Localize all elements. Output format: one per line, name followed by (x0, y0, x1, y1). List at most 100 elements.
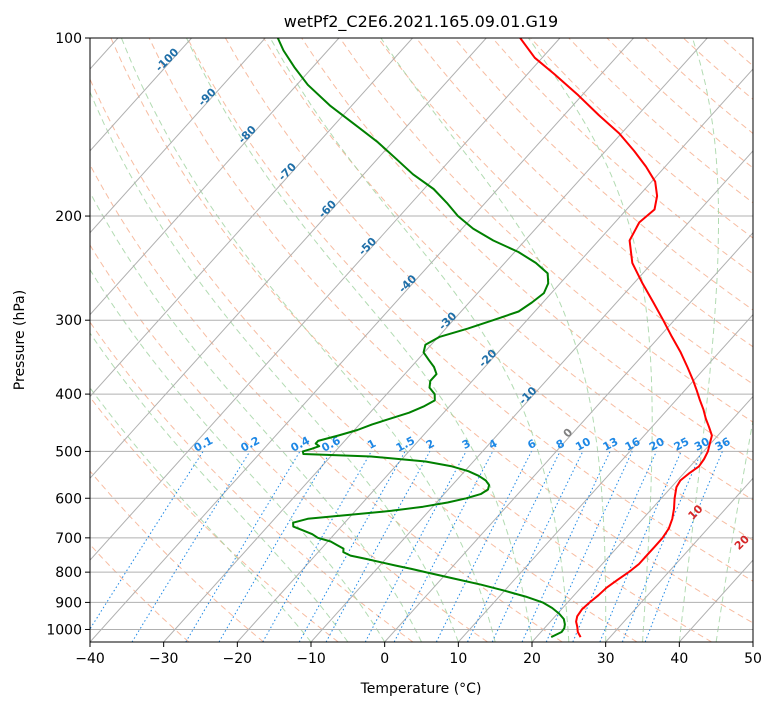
isotherm (678, 559, 753, 642)
temperature-line (519, 38, 713, 638)
isotherm-label: -60 (316, 197, 339, 220)
mixing-ratio-line (90, 451, 204, 630)
mixing-ratio-line (325, 451, 431, 642)
mixing-ratio-label: 13 (601, 435, 621, 454)
moist-adiabat (90, 332, 349, 642)
isotherm-label: -40 (396, 272, 419, 295)
isotherm (752, 641, 753, 642)
x-tick-label: −10 (296, 651, 326, 667)
moist-adiabat (678, 38, 719, 642)
mixing-ratio-line (599, 451, 682, 642)
x-tick-label: 10 (449, 651, 467, 667)
y-tick-label: 1000 (46, 622, 82, 638)
mixing-ratio-label: 1 (365, 437, 378, 452)
mixing-ratio-label: 20 (647, 435, 667, 454)
y-tick-label: 200 (55, 209, 82, 225)
x-tick-label: 30 (597, 651, 615, 667)
isotherm (236, 68, 753, 642)
mixing-ratio-line (185, 451, 301, 642)
mixing-ratio-label: 2 (424, 437, 437, 452)
mixing-ratio-label: 10 (573, 435, 593, 454)
dry-adiabat (90, 543, 190, 642)
dry-adiabat (148, 38, 753, 624)
isotherm-label: -50 (356, 235, 379, 258)
isotherm (90, 38, 487, 480)
moist-adiabat (90, 90, 459, 642)
isotherm (90, 38, 192, 152)
dry-adiabat (90, 321, 414, 642)
moist-adiabat (186, 38, 533, 642)
x-tick-label: −20 (223, 651, 253, 667)
isotherm-label: -80 (236, 123, 259, 146)
moist-adiabat (269, 38, 570, 642)
moist-adiabat (528, 38, 653, 642)
y-tick-label: 800 (55, 565, 82, 581)
mixing-ratio-label: 3 (460, 437, 473, 452)
isotherm (90, 38, 340, 316)
mixing-ratio-line (262, 451, 372, 642)
mixing-ratio-label: 36 (713, 435, 733, 454)
y-axis: 1000 900 800 700 600 500 400 300 200 100 (46, 31, 90, 638)
dry-adiabat (90, 470, 264, 642)
moist-adiabat (380, 38, 607, 642)
mixing-ratio-line (621, 451, 703, 642)
x-tick-label: −40 (75, 651, 105, 667)
x-tick-label: 50 (744, 651, 762, 667)
x-tick-label: 40 (670, 651, 688, 667)
isotherm-label: -20 (476, 347, 499, 370)
moist-adiabat (90, 268, 386, 642)
mixing-ratio-label: 16 (623, 435, 643, 454)
y-tick-label: 700 (55, 531, 82, 547)
mixing-ratio-label: 4 (487, 437, 500, 452)
dry-adiabat (263, 38, 753, 501)
mixing-ratio-line (364, 451, 467, 642)
dry-adiabat (721, 38, 753, 67)
y-axis-label: Pressure (hPa) (12, 290, 28, 390)
dry-adiabat (90, 163, 563, 642)
isotherm-label: -100 (153, 45, 182, 74)
dry-adiabat (644, 38, 753, 135)
theta-w-label: 10 (686, 502, 706, 522)
mixing-ratio-line (131, 451, 251, 642)
dry-adiabat (530, 38, 753, 239)
dry-adiabat (682, 38, 753, 101)
isotherm (310, 150, 753, 642)
moist-adiabat (120, 38, 496, 642)
chart-title: wetPf2_C2E6.2021.165.09.01.G19 (284, 12, 558, 32)
sounding-profiles (276, 38, 713, 638)
isotherm-label: -70 (276, 160, 299, 183)
isotherm (90, 38, 413, 398)
mixing-ratio-line (572, 451, 657, 642)
x-axis: −40 −30 −20 −10 0 10 20 30 40 50 (75, 642, 762, 667)
moist-adiabat (90, 191, 422, 642)
dry-adiabat (224, 38, 753, 541)
x-tick-label: 20 (523, 651, 541, 667)
y-tick-label: 900 (55, 595, 82, 611)
mixing-ratio-label: 25 (672, 435, 692, 454)
mixing-ratio-label: 8 (554, 437, 567, 452)
x-tick-label: 0 (380, 651, 389, 667)
mixing-ratio-line (467, 451, 561, 642)
isotherm (384, 231, 753, 642)
dewpoint-line (276, 38, 566, 638)
moist-adiabat (715, 418, 753, 642)
isotherm (90, 38, 561, 561)
mixing-ratio-label: 30 (692, 435, 712, 454)
dry-adiabat (377, 38, 753, 385)
mixing-ratio-line (435, 451, 532, 642)
isotherm (531, 395, 753, 642)
mixing-ratio-label: 6 (525, 437, 538, 452)
theta-w-label: 20 (732, 532, 752, 552)
dry-adiabat (110, 38, 712, 642)
dry-adiabat (415, 38, 753, 348)
y-tick-label: 300 (55, 313, 82, 329)
isotherm-label: -30 (436, 309, 459, 332)
mixing-ratio-line (545, 451, 633, 642)
dry-adiabat (90, 396, 339, 642)
dry-adiabat (90, 244, 488, 642)
mixing-ratio-line (298, 451, 406, 642)
plot-frame (89, 37, 754, 643)
isotherm (457, 313, 753, 642)
